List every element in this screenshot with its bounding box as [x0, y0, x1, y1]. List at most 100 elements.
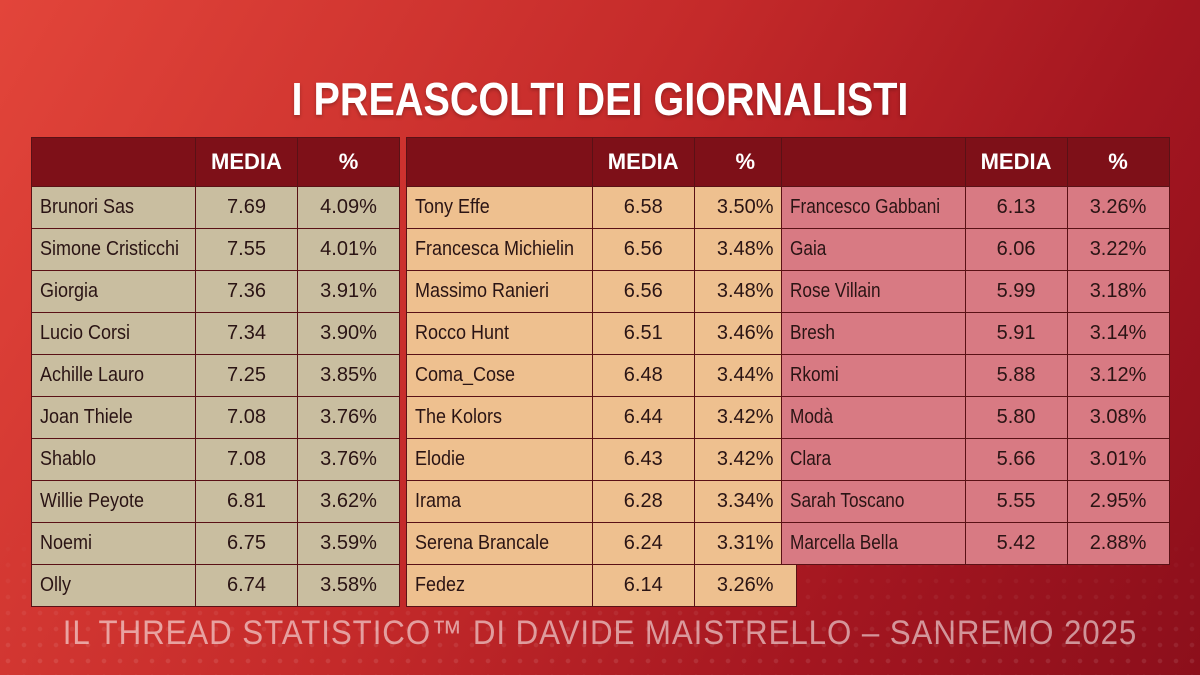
table-row: Joan Thiele 7.08 3.76% — [31, 396, 400, 439]
media-cell: 5.80 — [964, 396, 1068, 439]
artist-name-text: The Kolors — [415, 406, 503, 428]
ranking-table-3: MEDIA % Francesco Gabbani 6.13 3.26% Gaia 6.… — [781, 137, 1170, 565]
artist-name-text: Joan Thiele — [40, 406, 133, 428]
percent-cell: 3.48% — [693, 270, 797, 313]
table-row: Coma_Cose 6.48 3.44% — [406, 354, 797, 397]
artist-name-cell: Francesco Gabbani — [781, 186, 966, 229]
table-row: Lucio Corsi 7.34 3.90% — [31, 312, 400, 355]
table-row: Giorgia 7.36 3.91% — [31, 270, 400, 313]
media-column-header: MEDIA — [195, 137, 298, 187]
percent-cell: 3.85% — [297, 354, 400, 397]
table-row: Gaia 6.06 3.22% — [781, 228, 1170, 271]
media-cell: 7.08 — [195, 396, 298, 439]
artist-name-text: Achille Lauro — [40, 364, 145, 386]
percent-cell: 3.26% — [693, 564, 797, 607]
media-cell: 7.36 — [195, 270, 298, 313]
table-row: Rose Villain 5.99 3.18% — [781, 270, 1170, 313]
artist-name-text: Irama — [415, 490, 462, 512]
table-row: Willie Peyote 6.81 3.62% — [31, 480, 400, 523]
percent-cell: 3.58% — [297, 564, 400, 607]
percent-cell: 3.18% — [1066, 270, 1170, 313]
media-cell: 6.28 — [591, 480, 695, 523]
artist-name-cell: Achille Lauro — [31, 354, 196, 397]
artist-name-text: Fedez — [415, 574, 466, 596]
media-cell: 5.88 — [964, 354, 1068, 397]
percent-cell: 3.91% — [297, 270, 400, 313]
media-cell: 5.55 — [964, 480, 1068, 523]
media-cell: 7.08 — [195, 438, 298, 481]
media-cell: 5.66 — [964, 438, 1068, 481]
artist-name-text: Simone Cristicchi — [40, 238, 180, 260]
percent-cell: 3.50% — [693, 186, 797, 229]
percent-cell: 3.22% — [1066, 228, 1170, 271]
table-row: Rkomi 5.88 3.12% — [781, 354, 1170, 397]
table-row: Noemi 6.75 3.59% — [31, 522, 400, 565]
percent-cell: 4.01% — [297, 228, 400, 271]
table-row: Sarah Toscano 5.55 2.95% — [781, 480, 1170, 523]
media-cell: 6.74 — [195, 564, 298, 607]
artist-name-text: Olly — [40, 574, 72, 596]
artist-name-text: Coma_Cose — [415, 364, 516, 386]
percent-cell: 3.34% — [693, 480, 797, 523]
artist-name-cell: Modà — [781, 396, 966, 439]
name-column-header — [406, 137, 593, 187]
name-column-header — [781, 137, 966, 187]
footer-credit: IL THREAD STATISTICO™ DI DAVIDE MAISTREL… — [62, 614, 1138, 652]
artist-name-text: Modà — [790, 406, 834, 428]
table-row: Modà 5.80 3.08% — [781, 396, 1170, 439]
media-cell: 6.56 — [591, 270, 695, 313]
percent-cell: 4.09% — [297, 186, 400, 229]
artist-name-cell: Massimo Ranieri — [406, 270, 593, 313]
table-row: Elodie 6.43 3.42% — [406, 438, 797, 481]
artist-name-cell: Serena Brancale — [406, 522, 593, 565]
percent-cell: 3.12% — [1066, 354, 1170, 397]
media-cell: 6.44 — [591, 396, 695, 439]
artist-name-cell: Sarah Toscano — [781, 480, 966, 523]
artist-name-text: Noemi — [40, 532, 93, 554]
percent-cell: 3.76% — [297, 438, 400, 481]
artist-name-text: Rose Villain — [790, 280, 881, 302]
table-header-row: MEDIA % — [406, 137, 797, 187]
artist-name-cell: Simone Cristicchi — [31, 228, 196, 271]
percent-cell: 3.90% — [297, 312, 400, 355]
media-cell: 6.14 — [591, 564, 695, 607]
percent-cell: 3.26% — [1066, 186, 1170, 229]
artist-name-text: Elodie — [415, 448, 466, 470]
media-cell: 6.06 — [964, 228, 1068, 271]
artist-name-cell: Elodie — [406, 438, 593, 481]
artist-name-cell: Clara — [781, 438, 966, 481]
percent-column-header: % — [1066, 137, 1170, 187]
artist-name-cell: Fedez — [406, 564, 593, 607]
artist-name-cell: Giorgia — [31, 270, 196, 313]
table-row: Serena Brancale 6.24 3.31% — [406, 522, 797, 565]
artist-name-cell: Tony Effe — [406, 186, 593, 229]
percent-cell: 3.42% — [693, 396, 797, 439]
media-cell: 5.42 — [964, 522, 1068, 565]
percent-cell: 3.46% — [693, 312, 797, 355]
percent-cell: 2.95% — [1066, 480, 1170, 523]
percent-cell: 3.08% — [1066, 396, 1170, 439]
page-title: I PREASCOLTI DEI GIORNALISTI — [291, 73, 909, 125]
media-cell: 7.25 — [195, 354, 298, 397]
media-cell: 6.48 — [591, 354, 695, 397]
artist-name-text: Sarah Toscano — [790, 490, 905, 512]
table-row: Clara 5.66 3.01% — [781, 438, 1170, 481]
artist-name-text: Brunori Sas — [40, 196, 135, 218]
artist-name-text: Clara — [790, 448, 832, 470]
percent-cell: 3.59% — [297, 522, 400, 565]
media-cell: 7.69 — [195, 186, 298, 229]
artist-name-text: Massimo Ranieri — [415, 280, 550, 302]
artist-name-text: Marcella Bella — [790, 532, 899, 554]
artist-name-text: Lucio Corsi — [40, 322, 131, 344]
table-row: Olly 6.74 3.58% — [31, 564, 400, 607]
artist-name-text: Shablo — [40, 448, 97, 470]
table-row: Marcella Bella 5.42 2.88% — [781, 522, 1170, 565]
artist-name-cell: Rose Villain — [781, 270, 966, 313]
table-row: Francesca Michielin 6.56 3.48% — [406, 228, 797, 271]
table-row: Massimo Ranieri 6.56 3.48% — [406, 270, 797, 313]
artist-name-cell: Rkomi — [781, 354, 966, 397]
artist-name-text: Willie Peyote — [40, 490, 145, 512]
artist-name-text: Rocco Hunt — [415, 322, 510, 344]
table-row: Achille Lauro 7.25 3.85% — [31, 354, 400, 397]
table-row: Simone Cristicchi 7.55 4.01% — [31, 228, 400, 271]
